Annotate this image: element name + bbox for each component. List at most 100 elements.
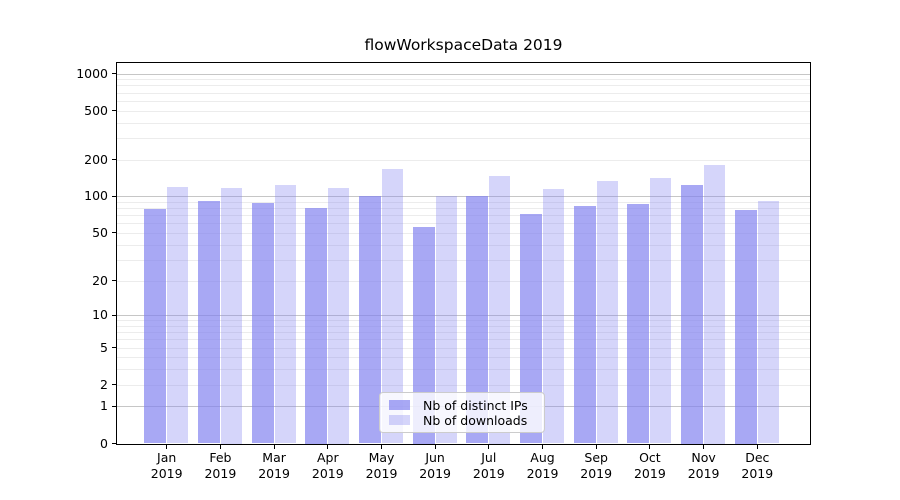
y-tickmark	[112, 280, 116, 281]
x-label-year: 2019	[311, 465, 344, 481]
x-tickmark	[381, 444, 382, 449]
y-tickmark	[112, 232, 116, 234]
x-axis-tick-label: Nov 2019	[672, 450, 736, 481]
y-axis-tick-label: 10	[92, 307, 108, 323]
minor-gridline	[116, 215, 811, 217]
minor-gridline	[116, 92, 811, 94]
x-tickmark	[703, 444, 705, 449]
x-label-year: 2019	[419, 465, 451, 481]
plot-frame	[116, 62, 811, 445]
x-label-month: Dec	[745, 450, 770, 465]
legend-item-downloads: Nb of downloads	[389, 412, 535, 428]
x-label-month: Jul	[481, 450, 497, 465]
bar-downloads-jun	[435, 196, 457, 444]
bar-distinct-ips-apr	[305, 207, 328, 444]
y-axis-tick-label: 50	[92, 224, 108, 240]
bar-distinct-ips-nov	[681, 184, 704, 444]
minor-gridline	[116, 159, 811, 161]
minor-gridline	[116, 110, 811, 112]
x-axis-tick-label: Mar 2019	[242, 450, 306, 481]
y-tickmark	[112, 405, 116, 407]
minor-gridline	[116, 201, 811, 203]
x-label-month: Aug	[530, 450, 555, 465]
y-axis-tick-label: 2	[100, 376, 108, 392]
x-axis-tick-label: Aug 2019	[511, 450, 575, 481]
y-axis-tick-label: 200	[84, 151, 108, 167]
x-label-year: 2019	[472, 465, 505, 481]
minor-gridline	[116, 244, 811, 246]
bar-distinct-ips-sep	[573, 205, 596, 444]
minor-gridline	[116, 339, 811, 341]
minor-gridline	[116, 369, 811, 371]
minor-gridline	[116, 208, 811, 210]
x-tickmark	[219, 444, 221, 449]
bar-downloads-oct	[650, 177, 672, 444]
x-label-year: 2019	[204, 465, 237, 481]
minor-gridline	[116, 100, 811, 102]
x-tickmark	[542, 444, 543, 449]
legend-swatch-downloads-icon	[389, 415, 410, 425]
minor-gridline	[116, 79, 811, 81]
x-tickmark	[434, 444, 436, 449]
x-label-month: Mar	[262, 450, 286, 465]
minor-gridline	[116, 122, 811, 124]
bar-downloads-aug	[543, 188, 564, 444]
x-tickmark	[488, 444, 490, 449]
x-label-year: 2019	[687, 465, 720, 481]
bar-downloads-sep	[596, 180, 618, 444]
y-tickmark	[112, 314, 116, 316]
y-tickmark	[112, 159, 116, 160]
x-axis-tick-label: Sep 2019	[564, 450, 628, 481]
legend-label-downloads: Nb of downloads	[423, 412, 528, 428]
x-axis-tick-label: May 2019	[350, 450, 414, 481]
bar-downloads-may	[382, 168, 403, 444]
x-label-month: Jun	[425, 450, 445, 465]
bar-downloads-jul	[489, 175, 511, 444]
y-axis-tick-label: 500	[84, 102, 108, 118]
y-axis-tick-label: 0	[100, 435, 108, 451]
bar-distinct-ips-may	[359, 196, 381, 444]
y-axis-tick-label: 1	[100, 398, 108, 414]
x-axis-tick-label: Jan 2019	[135, 450, 199, 481]
legend-swatch-distinct-ips-icon	[389, 400, 410, 410]
x-label-year: 2019	[741, 465, 774, 481]
minor-gridline	[116, 347, 811, 349]
x-label-month: Oct	[639, 450, 661, 465]
x-axis-tick-label: Feb 2019	[188, 450, 252, 481]
bar-distinct-ips-dec	[734, 209, 757, 444]
bar-distinct-ips-feb	[197, 201, 220, 444]
legend: Nb of distinct IPs Nb of downloads	[379, 392, 545, 433]
x-tickmark	[273, 444, 275, 449]
bar-distinct-ips-mar	[251, 203, 274, 444]
x-tickmark	[327, 444, 329, 449]
bar-downloads-nov	[704, 164, 726, 444]
y-tickmark	[112, 347, 116, 348]
bar-downloads-dec	[757, 200, 779, 444]
x-label-year: 2019	[633, 465, 666, 481]
bar-distinct-ips-oct	[627, 204, 650, 444]
y-axis-tick-label: 1000	[76, 65, 108, 81]
x-axis-tick-label: Oct 2019	[618, 450, 682, 481]
y-axis-tick-label: 20	[92, 272, 108, 288]
bar-distinct-ips-jan	[144, 208, 167, 444]
y-axis-tick-label: 5	[100, 339, 108, 355]
x-label-month: Sep	[584, 450, 608, 465]
minor-gridline	[116, 280, 811, 282]
x-axis-tick-label: Jun 2019	[403, 450, 467, 481]
x-axis-tick-label: Jul 2019	[457, 450, 521, 481]
major-gridline	[116, 73, 811, 75]
bar-downloads-feb	[220, 188, 242, 444]
x-label-year: 2019	[258, 465, 290, 481]
bar-distinct-ips-jun	[412, 227, 435, 444]
x-label-month: Nov	[691, 450, 716, 465]
minor-gridline	[116, 223, 811, 225]
legend-item-distinct-ips: Nb of distinct IPs	[389, 398, 535, 413]
x-label-year: 2019	[150, 465, 183, 481]
x-label-year: 2019	[580, 465, 613, 481]
bar-downloads-apr	[328, 188, 350, 444]
major-gridline	[116, 196, 811, 198]
minor-gridline	[116, 232, 811, 234]
x-tickmark	[166, 444, 168, 449]
minor-gridline	[116, 357, 811, 359]
